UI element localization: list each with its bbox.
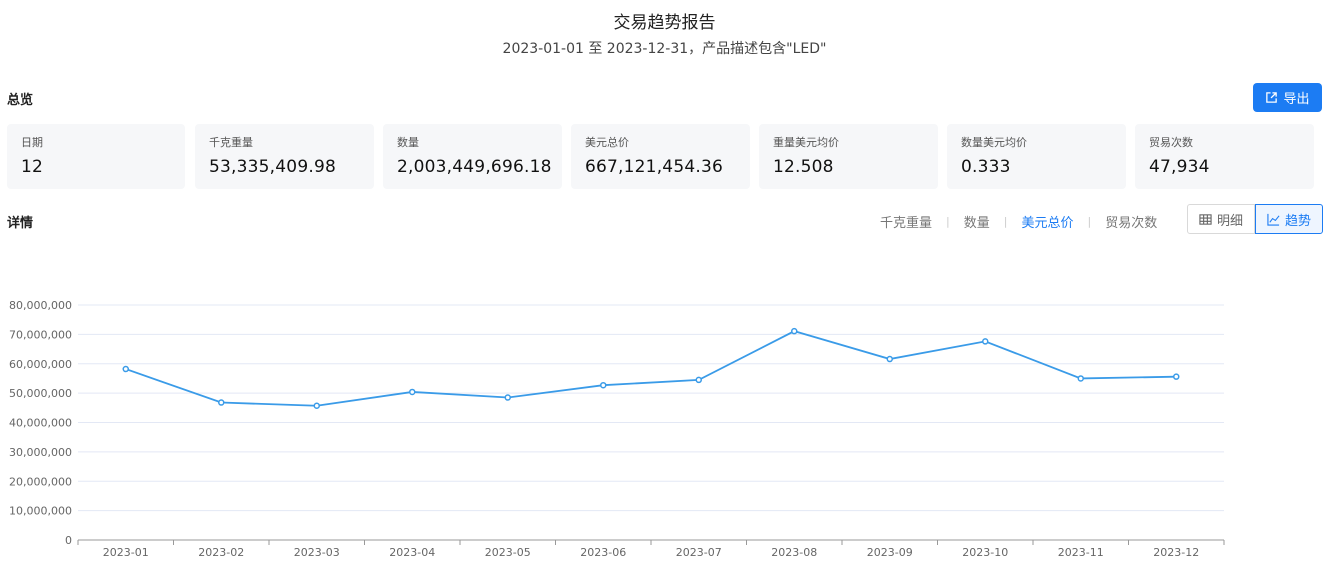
x-tick-label: 2023-01 [103, 546, 149, 559]
stat-value: 53,335,409.98 [209, 157, 336, 177]
details-heading: 详情 [7, 216, 34, 231]
y-axis-ticks: 0 10,000,000 20,000,000 30,000,000 40,000,00… [9, 299, 72, 547]
x-tick-label: 2023-06 [580, 546, 626, 559]
y-tick-label: 70,000,000 [9, 328, 72, 341]
data-point[interactable] [218, 399, 225, 406]
report-title: 交易趋势报告 [613, 13, 716, 33]
stat-value: 12.508 [773, 157, 834, 177]
x-axis-ticks: 2023-01 2023-02 2023-03 2023-04 2023-05 2023-… [77, 540, 1225, 559]
gridlines [78, 304, 1224, 541]
detail-view-button[interactable]: 明细 [1187, 204, 1255, 234]
report-subtitle: 2023-01-01 至 2023-12-31，产品描述包含"LED" [502, 41, 827, 57]
tab-weight[interactable]: 千克重量 [880, 216, 933, 231]
stat-label: 美元总价 [585, 136, 629, 149]
line-chart-icon [1267, 213, 1280, 226]
export-button[interactable]: 导出 [1253, 83, 1322, 112]
export-icon [1266, 92, 1278, 103]
data-point[interactable] [313, 402, 320, 410]
x-tick-label: 2023-12 [1153, 546, 1199, 559]
stat-value: 667,121,454.36 [585, 157, 723, 177]
stat-label: 贸易次数 [1149, 136, 1193, 149]
x-tick-label: 2023-05 [485, 546, 531, 559]
x-tick-label: 2023-07 [676, 546, 722, 559]
y-tick-label: 50,000,000 [9, 387, 72, 400]
stat-label: 数量 [397, 136, 419, 149]
x-tick-label: 2023-11 [1058, 546, 1104, 559]
stat-card-weight-avg-price: 重量美元均价 12.508 [759, 124, 938, 189]
export-button-label: 导出 [1283, 92, 1310, 107]
stat-value: 2,003,449,696.18 [397, 157, 552, 177]
x-tick-label: 2023-10 [962, 546, 1008, 559]
data-point[interactable] [886, 355, 893, 363]
stat-label: 数量美元均价 [961, 136, 1027, 149]
data-point[interactable] [982, 338, 989, 345]
stat-card-trade-count: 贸易次数 47,934 [1135, 124, 1314, 189]
overview-heading: 总览 [7, 93, 34, 108]
data-point[interactable] [791, 327, 798, 335]
tab-trade-count[interactable]: 贸易次数 [1105, 216, 1158, 231]
series-line [125, 330, 1177, 407]
data-point[interactable] [122, 365, 129, 373]
data-point[interactable] [600, 381, 607, 389]
x-tick-label: 2023-08 [771, 546, 817, 559]
data-point[interactable] [409, 388, 416, 396]
y-tick-label: 60,000,000 [9, 358, 72, 371]
table-icon [1199, 213, 1212, 225]
detail-view-label: 明细 [1216, 213, 1243, 229]
y-tick-label: 0 [65, 534, 72, 547]
stat-value: 12 [21, 157, 44, 177]
tab-divider: | [946, 215, 950, 228]
stat-label: 日期 [21, 136, 43, 149]
metric-tabs: 千克重量 | 数量 | 美元总价 | 贸易次数 [876, 212, 1161, 231]
stat-value: 47,934 [1149, 157, 1210, 177]
stat-card-weight: 千克重量 53,335,409.98 [195, 124, 374, 189]
x-tick-label: 2023-02 [198, 546, 244, 559]
tab-total-usd[interactable]: 美元总价 [1021, 216, 1074, 231]
stat-card-total-usd: 美元总价 667,121,454.36 [571, 124, 750, 189]
data-points [122, 327, 1180, 410]
data-point[interactable] [695, 376, 702, 384]
data-point[interactable] [1173, 373, 1180, 380]
y-tick-label: 10,000,000 [9, 505, 72, 518]
tab-divider: | [1087, 215, 1092, 228]
x-tick-label: 2023-03 [294, 546, 340, 559]
stat-card-quantity: 数量 2,003,449,696.18 [383, 124, 562, 189]
stat-card-dates: 日期 12 [7, 124, 185, 189]
y-tick-label: 40,000,000 [9, 417, 72, 430]
trend-view-label: 趋势 [1284, 213, 1311, 229]
x-tick-label: 2023-04 [389, 546, 435, 559]
data-point[interactable] [1077, 375, 1084, 382]
view-toggle: 明细 趋势 [1187, 204, 1323, 234]
data-point[interactable] [504, 394, 511, 401]
y-tick-label: 20,000,000 [9, 475, 72, 488]
stat-value: 0.333 [961, 157, 1011, 177]
tab-quantity[interactable]: 数量 [963, 216, 990, 231]
stat-label: 千克重量 [209, 136, 253, 149]
tab-divider: | [1003, 215, 1008, 228]
stat-card-quantity-avg-price: 数量美元均价 0.333 [947, 124, 1126, 189]
y-tick-label: 80,000,000 [9, 299, 72, 312]
x-tick-label: 2023-09 [867, 546, 913, 559]
trend-view-button[interactable]: 趋势 [1255, 204, 1323, 234]
stat-label: 重量美元均价 [773, 136, 839, 149]
y-tick-label: 30,000,000 [9, 446, 72, 459]
